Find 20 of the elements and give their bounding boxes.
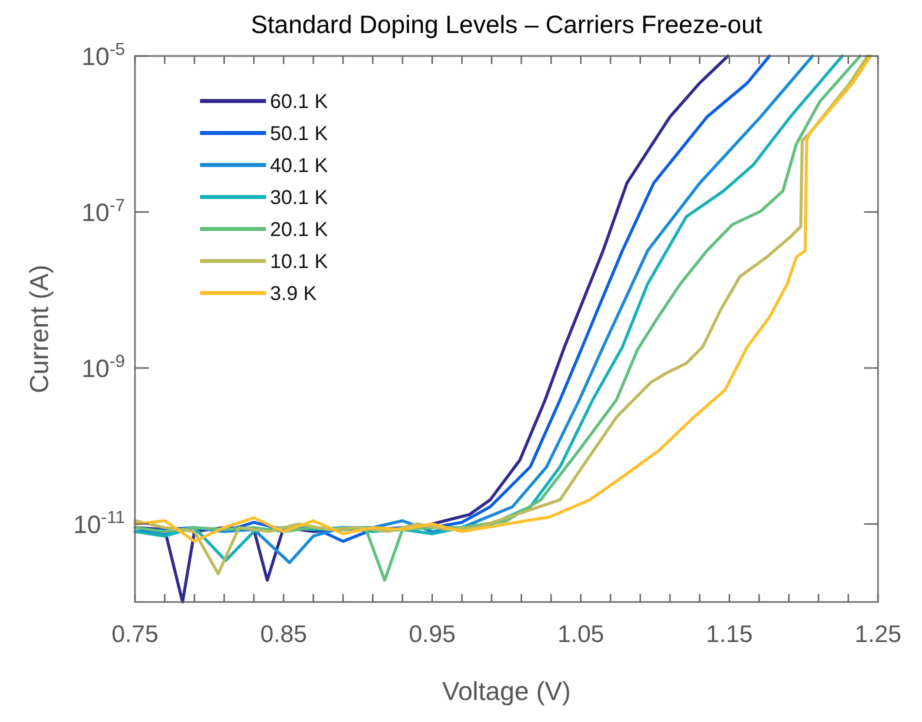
x-tick-label: 1.25 xyxy=(854,621,902,648)
y-tick-label: 10$^{-5}$ xyxy=(82,39,125,71)
x-tick-label: 0.85 xyxy=(260,621,307,648)
legend-label: 3.9 K xyxy=(270,283,318,305)
y-tick-label: 10$^{-11}$ xyxy=(73,507,125,539)
legend-label: 10.1 K xyxy=(270,251,328,273)
y-tick-label: 10$^{-7}$ xyxy=(82,195,125,227)
legend-label: 20.1 K xyxy=(270,219,328,241)
x-tick-label: 1.05 xyxy=(557,621,604,648)
x-tick-label: 0.95 xyxy=(408,621,456,648)
legend-label: 50.1 K xyxy=(270,123,328,145)
legend-label: 40.1 K xyxy=(270,155,328,177)
legend-label: 60.1 K xyxy=(270,91,328,113)
chart-title: Standard Doping Levels – Carriers Freeze-out xyxy=(250,11,762,39)
x-tick-label: 0.75 xyxy=(112,621,158,648)
y-tick-label: 10$^{-9}$ xyxy=(82,351,125,383)
y-axis-title: Current (A) xyxy=(24,264,54,394)
x-tick-label: 1.15 xyxy=(706,621,753,648)
legend-label: 30.1 K xyxy=(270,187,328,209)
x-axis-title: Voltage (V) xyxy=(442,676,571,706)
